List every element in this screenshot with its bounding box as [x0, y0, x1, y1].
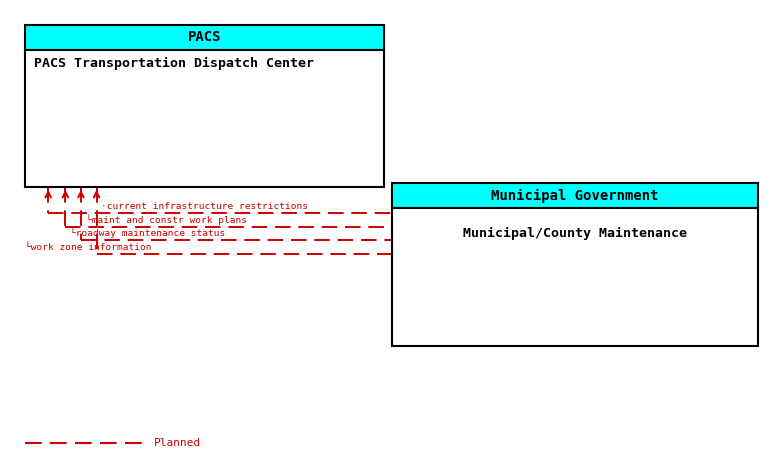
Text: PACS: PACS	[187, 30, 221, 44]
Text: Municipal Government: Municipal Government	[491, 189, 659, 203]
FancyBboxPatch shape	[25, 50, 384, 188]
FancyBboxPatch shape	[392, 183, 758, 208]
FancyBboxPatch shape	[25, 25, 384, 50]
Text: └work zone information: └work zone information	[25, 243, 151, 252]
Text: PACS Transportation Dispatch Center: PACS Transportation Dispatch Center	[34, 57, 314, 70]
Text: ·current infrastructure restrictions: ·current infrastructure restrictions	[101, 202, 309, 211]
Text: └maint and constr work plans: └maint and constr work plans	[85, 214, 247, 225]
FancyBboxPatch shape	[392, 208, 758, 346]
Text: └roadway maintenance status: └roadway maintenance status	[70, 227, 226, 238]
Text: Municipal/County Maintenance: Municipal/County Maintenance	[463, 227, 687, 240]
Text: Planned: Planned	[153, 439, 200, 448]
